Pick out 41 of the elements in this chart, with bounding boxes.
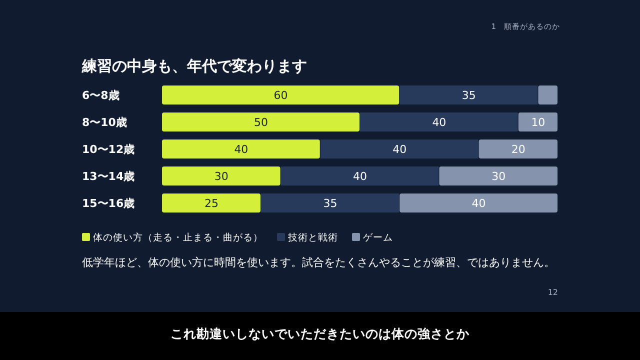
- text: 低学年ほど、体の使い方に時間を使います。試合をたくさんやることが練習、ではありません。: [82, 256, 555, 269]
- data-label: 30: [214, 170, 228, 183]
- bar: [400, 194, 558, 212]
- y-tick-label: 6〜8歳: [82, 89, 120, 102]
- bar: [162, 86, 400, 104]
- bar: [320, 140, 478, 158]
- bar: [439, 166, 558, 186]
- chart-title: 練習の中身も、年代で変わります: [81, 57, 307, 75]
- bar: [162, 194, 260, 212]
- bar: [400, 86, 538, 104]
- data-label: 30: [492, 170, 506, 183]
- legend-label: ゲーム: [363, 232, 393, 244]
- y-tick-label: 13〜14歳: [82, 170, 135, 183]
- y-tick-label: 8〜10歳: [82, 116, 127, 129]
- y-tick-label: 15〜16歳: [82, 197, 135, 210]
- y-tick-label: 10〜12歳: [82, 143, 135, 156]
- text: 12: [548, 288, 558, 297]
- data-label: 35: [323, 197, 338, 210]
- data-label: 60: [274, 89, 288, 102]
- data-label: 40: [353, 170, 367, 183]
- legend-label: 技術と戦術: [287, 232, 338, 244]
- bar: [162, 112, 360, 132]
- data-label: 40: [432, 116, 446, 129]
- bar: [478, 140, 558, 158]
- legend-label: 体の使い方（走る・止まる・曲がる）: [93, 232, 263, 244]
- data-label: 25: [204, 197, 218, 210]
- bar: [261, 194, 400, 212]
- bar: [538, 86, 558, 104]
- data-label: 40: [234, 143, 248, 156]
- bar: [162, 166, 280, 186]
- bar: [518, 112, 558, 132]
- bar: [162, 140, 320, 158]
- data-label: 20: [511, 143, 526, 156]
- text: これ勘違いしないでいただきたいのは体の強さとか: [170, 326, 470, 341]
- data-label: 50: [254, 116, 268, 129]
- data-label: 10: [531, 116, 546, 129]
- bar: [280, 166, 439, 186]
- data-label: 40: [472, 197, 486, 210]
- bar: [360, 112, 518, 132]
- data-label: 40: [392, 143, 407, 156]
- data-label: 35: [462, 89, 476, 102]
